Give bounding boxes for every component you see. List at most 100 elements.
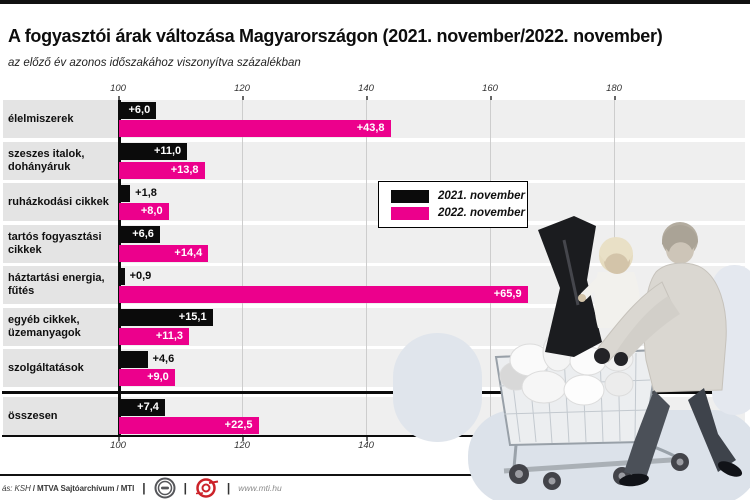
bar-2022 bbox=[119, 369, 175, 386]
row-band-label-col bbox=[3, 183, 118, 221]
bar-value-label: +1,8 bbox=[135, 186, 157, 199]
child-seat bbox=[538, 216, 602, 357]
bar-2022 bbox=[119, 286, 528, 303]
bar-value-label: +11,3 bbox=[155, 329, 184, 342]
footer-separator: | bbox=[226, 481, 231, 495]
bar-2022 bbox=[119, 120, 391, 137]
row-band-label-col bbox=[3, 397, 118, 435]
row-band-plot bbox=[121, 224, 745, 263]
bar-2021 bbox=[119, 226, 160, 243]
category-label: szeszes italok, dohányáruk bbox=[8, 147, 85, 173]
x-axis-tick-label: 100 bbox=[110, 440, 126, 451]
x-axis-tick-label: 160 bbox=[482, 83, 498, 94]
total-divider-line bbox=[2, 391, 748, 394]
bar-2021 bbox=[119, 350, 148, 368]
gridline bbox=[242, 100, 243, 435]
bar-value-label: +0,9 bbox=[129, 269, 152, 282]
bar-value-label: +15,1 bbox=[178, 311, 207, 323]
axis-tick bbox=[242, 437, 244, 441]
glove bbox=[614, 352, 628, 366]
bar-value-label: +43,8 bbox=[356, 122, 385, 134]
row-band-label-col bbox=[3, 266, 118, 304]
legend-label: 2022. november bbox=[438, 207, 525, 219]
x-axis-tick-label: 140 bbox=[358, 83, 374, 94]
bar-2021 bbox=[119, 143, 188, 160]
bar-2021 bbox=[119, 184, 131, 202]
x-axis-tick-label: 120 bbox=[234, 83, 250, 94]
bar-value-label: +65,9 bbox=[493, 288, 522, 300]
background-blob bbox=[393, 333, 482, 442]
footer-divider bbox=[0, 474, 750, 476]
x-axis-line bbox=[2, 435, 748, 437]
x-axis-tick-label: 120 bbox=[234, 440, 250, 451]
footer-separator: | bbox=[183, 481, 187, 495]
axis-tick bbox=[242, 96, 244, 100]
row-band-label-col bbox=[3, 100, 118, 138]
category-label: összesen bbox=[8, 409, 58, 422]
bar-2022 bbox=[119, 327, 190, 345]
shoe bbox=[619, 473, 649, 487]
row-band-label-col bbox=[3, 141, 118, 180]
row-band-label-col bbox=[3, 349, 118, 387]
category-label: háztartási energia, fűtés bbox=[8, 272, 105, 297]
mti-roundel-icon bbox=[195, 478, 219, 498]
legend-swatch bbox=[391, 206, 429, 220]
bar-2022 bbox=[119, 417, 259, 434]
x-axis-tick-label: 140 bbox=[358, 440, 374, 451]
bar-2021 bbox=[119, 309, 213, 326]
category-label: szolgáltatások bbox=[8, 361, 84, 374]
bar-value-label: +6,6 bbox=[132, 228, 154, 240]
bar-value-label: +7,4 bbox=[137, 400, 159, 413]
category-label: tartós fogyasztási cikkek bbox=[8, 230, 102, 256]
bar-2022 bbox=[119, 203, 169, 220]
shopper-photo bbox=[393, 216, 750, 500]
bar-2021 bbox=[119, 101, 157, 119]
legend-label: 2021. november bbox=[438, 190, 525, 202]
row-band-label-col bbox=[3, 307, 118, 346]
axis-tick bbox=[366, 96, 368, 100]
gridline bbox=[366, 100, 367, 435]
bar-value-label: +11,0 bbox=[153, 145, 182, 157]
row-band-label-col bbox=[3, 224, 118, 263]
axis-tick bbox=[614, 96, 616, 100]
axis-tick bbox=[118, 437, 120, 441]
x-axis-tick-label: 180 bbox=[606, 83, 622, 94]
shoe bbox=[717, 461, 743, 477]
bar-value-label: +4,6 bbox=[152, 352, 175, 365]
bar-2021 bbox=[119, 267, 125, 285]
row-band-plot bbox=[121, 141, 745, 180]
page-title: A fogyasztói árak változása Magyarország… bbox=[8, 26, 663, 46]
category-label: ruházkodási cikkek bbox=[8, 195, 109, 208]
bar-value-label: +6,0 bbox=[128, 103, 151, 116]
bar-value-label: +8,0 bbox=[140, 205, 163, 217]
glove bbox=[594, 348, 610, 364]
axis-tick bbox=[490, 96, 492, 100]
source-credits: ás: KSH / MTVA Sajtóarchívum / MTI bbox=[2, 483, 135, 493]
mtva-roundel-icon bbox=[154, 477, 176, 499]
woman-figure bbox=[594, 222, 743, 487]
legend-row: 2022. november bbox=[391, 206, 527, 220]
bar-value-label: +13,8 bbox=[170, 163, 199, 176]
legend-row: 2021. november bbox=[391, 189, 527, 203]
x-axis-tick-label: 100 bbox=[110, 83, 126, 94]
bar-2021 bbox=[119, 398, 165, 416]
category-label: egyéb cikkek, üzemanyagok bbox=[8, 313, 81, 339]
axis-tick bbox=[366, 437, 368, 441]
gridline bbox=[490, 100, 491, 435]
bar-2022 bbox=[119, 244, 209, 262]
bar-value-label: +22,5 bbox=[224, 419, 253, 431]
footer-separator: | bbox=[142, 481, 146, 495]
axis-tick bbox=[118, 96, 120, 100]
bar-value-label: +14,4 bbox=[174, 246, 203, 259]
footer-content: ás: KSH / MTVA Sajtóarchívum / MTI | | |… bbox=[2, 477, 282, 499]
top-border bbox=[0, 0, 750, 4]
footer-url: www.mti.hu bbox=[238, 483, 282, 493]
footer: ás: KSH / MTVA Sajtóarchívum / MTI | | |… bbox=[0, 474, 750, 500]
category-label: élelmiszerek bbox=[8, 112, 74, 125]
legend-swatch bbox=[391, 189, 429, 203]
bar-value-label: +9,0 bbox=[147, 371, 169, 383]
chart-legend: 2021. november 2022. november bbox=[378, 181, 528, 228]
page-subtitle: az előző év azonos időszakához viszonyít… bbox=[8, 57, 301, 69]
cart-wheel bbox=[509, 453, 689, 490]
